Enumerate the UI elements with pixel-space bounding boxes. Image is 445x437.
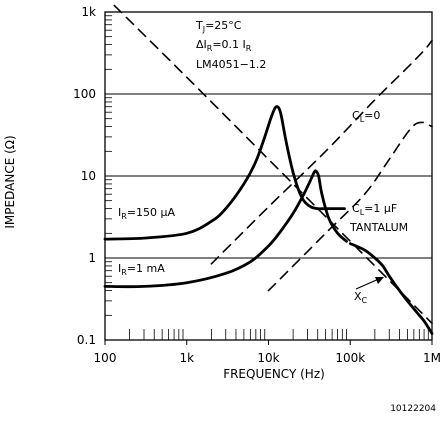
x-tick-label: 100 — [94, 351, 117, 365]
series-layer — [103, 4, 434, 335]
condition-part: LM4051−1.2 — [196, 58, 266, 71]
y-tick-label: 1k — [81, 5, 96, 19]
figure-id: 10122204 — [390, 404, 436, 414]
series-line-1 — [348, 242, 434, 335]
condition-tj: TJ=25°C — [195, 19, 242, 34]
y-tick-label: 10 — [81, 169, 96, 183]
series-line-2 — [103, 169, 348, 289]
x-tick-label: 1M — [423, 351, 441, 365]
series-line-0 — [103, 105, 346, 241]
conditions-box: TJ=25°C ΔIR=0.1 IR LM4051−1.2 — [195, 19, 266, 71]
series-line-5 — [113, 4, 433, 325]
y-tick-label: 0.1 — [77, 333, 96, 347]
xc-pointer-arrow — [355, 277, 384, 290]
minor-ticks — [105, 15, 429, 340]
label-cl-0: CL=0 — [352, 109, 380, 124]
plot-frame — [104, 11, 433, 345]
tick-labels: 100 1k 10k 100k 1M 0.1 1 10 100 1k — [73, 5, 441, 365]
y-axis-title: IMPEDANCE (Ω) — [3, 135, 17, 228]
label-ir-1ma: IR=1 mA — [118, 262, 165, 277]
x-tick-label: 100k — [335, 351, 365, 365]
label-xc: XC — [354, 290, 368, 305]
x-tick-label: 10k — [257, 351, 279, 365]
series-line-3 — [210, 39, 433, 265]
condition-delta-ir: ΔIR=0.1 IR — [196, 38, 252, 53]
label-cl-1uf: CL=1 µF — [352, 202, 397, 217]
y-tick-label: 100 — [73, 87, 96, 101]
x-axis-title: FREQUENCY (Hz) — [223, 367, 325, 381]
label-ir-150ua: IR=150 µA — [118, 206, 176, 221]
x-tick-label: 1k — [179, 351, 194, 365]
y-tick-label: 1 — [88, 251, 96, 265]
series-line-4 — [267, 121, 433, 292]
label-tantalum: TANTALUM — [349, 221, 408, 234]
